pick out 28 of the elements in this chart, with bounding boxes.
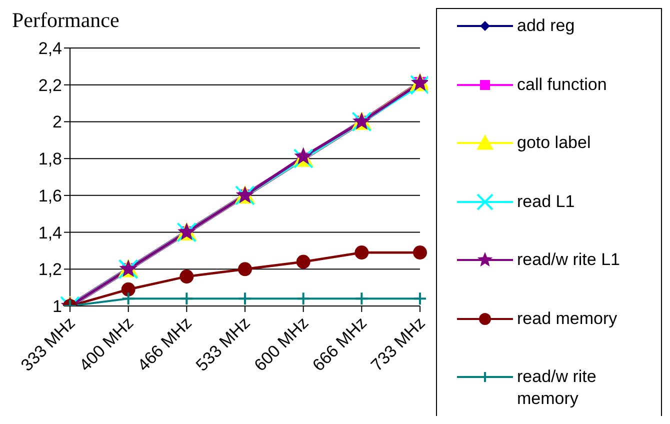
legend-label: goto label [517, 132, 592, 154]
legend-label: read memory [517, 308, 618, 330]
y-axis-title: Performance [12, 8, 120, 32]
y-tick-label: 1,8 [38, 150, 62, 169]
y-tick-label: 2,4 [38, 39, 62, 58]
y-tick-label: 1,6 [38, 186, 62, 206]
legend-label: read/w rite L1 [517, 249, 621, 271]
point [296, 292, 310, 306]
y-tick-label: 2,2 [38, 76, 62, 95]
y-tick-label: 1,4 [38, 223, 62, 242]
point [354, 292, 369, 306]
point [354, 246, 369, 260]
legend-label: read/w rite memory [517, 366, 598, 410]
y-tick-label: 1,2 [38, 260, 62, 280]
point [121, 282, 136, 296]
legend-label: add reg [517, 15, 576, 37]
point [180, 270, 194, 284]
y-tick-label: 1 [52, 297, 62, 316]
point [121, 292, 136, 306]
y-tick-label: 2 [52, 112, 62, 132]
point [238, 262, 252, 276]
point [238, 292, 252, 306]
legend-label: read L1 [517, 190, 576, 212]
legend-label: call function [517, 74, 608, 96]
point [413, 246, 427, 260]
point [296, 254, 310, 269]
point [413, 292, 427, 306]
point [180, 292, 194, 306]
